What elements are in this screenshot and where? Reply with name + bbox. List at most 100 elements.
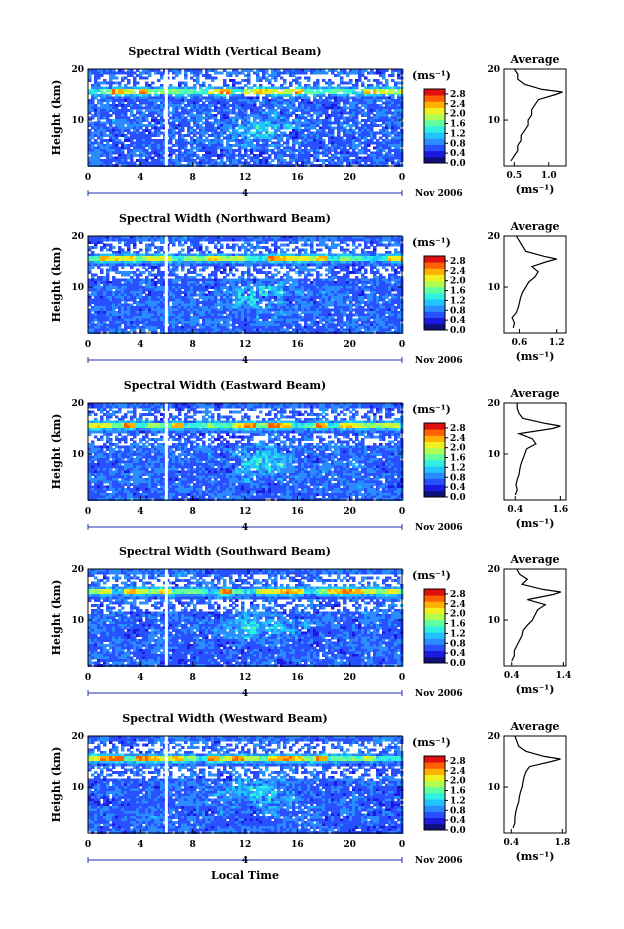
- heatmap-cell: [283, 131, 287, 135]
- heatmap-cell: [250, 156, 254, 160]
- heatmap-cell: [202, 149, 206, 152]
- heatmap-cell: [205, 116, 209, 120]
- heatmap-cell: [217, 134, 221, 137]
- heatmap-cell: [226, 288, 230, 292]
- heatmap-cell: [142, 321, 146, 324]
- heatmap-cell: [244, 124, 248, 127]
- heatmap-cell: [334, 144, 338, 147]
- heatmap-cell: [88, 271, 92, 274]
- heatmap-cell: [397, 69, 401, 72]
- heatmap-cell: [88, 311, 92, 314]
- heatmap-cell: [97, 134, 101, 137]
- heatmap-cell: [256, 131, 260, 135]
- heatmap-cell: [310, 144, 314, 147]
- heatmap-cell: [151, 96, 155, 100]
- heatmap-cell: [100, 291, 104, 294]
- heatmap-cell: [163, 159, 167, 162]
- heatmap-cell: [334, 86, 338, 90]
- heatmap-cell: [118, 111, 122, 115]
- heatmap-cell: [205, 296, 209, 299]
- heatmap-cell: [316, 94, 320, 97]
- heatmap-cell: [307, 154, 311, 157]
- heatmap-cell: [256, 96, 260, 100]
- heatmap-cell: [193, 129, 197, 132]
- heatmap-cell: [349, 96, 353, 100]
- heatmap-cell: [187, 129, 191, 132]
- heatmap-cell: [199, 111, 203, 115]
- heatmap-cell: [379, 109, 383, 112]
- heatmap-cell: [91, 331, 95, 334]
- heatmap-cell: [133, 121, 137, 125]
- heatmap-cell: [316, 146, 320, 150]
- heatmap-cell: [106, 161, 110, 165]
- heatmap-cell: [232, 266, 236, 269]
- heatmap-cell: [355, 151, 359, 155]
- heatmap-cell: [190, 283, 194, 287]
- heatmap-cell: [211, 86, 215, 90]
- heatmap-cell: [244, 308, 248, 312]
- heatmap-cell: [97, 144, 101, 147]
- heatmap-cell: [277, 144, 281, 147]
- heatmap-cell: [349, 111, 353, 115]
- heatmap-cell: [202, 139, 206, 142]
- heatmap-cell: [265, 136, 269, 140]
- heatmap-cell: [169, 296, 173, 299]
- heatmap-cell: [196, 256, 200, 259]
- heatmap-cell: [190, 271, 194, 274]
- panel-1-colorbar-tick-label: 2.0: [450, 110, 466, 120]
- heatmap-cell: [304, 121, 308, 125]
- heatmap-cell: [376, 131, 380, 135]
- heatmap-cell: [142, 134, 146, 137]
- heatmap-cell: [220, 303, 224, 307]
- heatmap-cell: [106, 303, 110, 307]
- heatmap-cell: [385, 151, 389, 155]
- heatmap-cell: [118, 241, 122, 244]
- heatmap-cell: [94, 236, 98, 239]
- heatmap-cell: [121, 106, 125, 110]
- heatmap-cell: [175, 109, 179, 112]
- heatmap-cell: [364, 101, 368, 105]
- heatmap-cell: [313, 96, 317, 100]
- heatmap-cell: [220, 278, 224, 282]
- heatmap-cell: [115, 321, 119, 324]
- heatmap-cell: [127, 316, 131, 319]
- heatmap-cell: [160, 159, 164, 162]
- heatmap-cell: [391, 121, 395, 125]
- heatmap-cell: [235, 326, 239, 329]
- heatmap-cell: [124, 306, 128, 309]
- heatmap-cell: [178, 89, 182, 92]
- heatmap-cell: [298, 84, 302, 87]
- heatmap-cell: [376, 104, 380, 107]
- panel-1-colorbar-unit: (ms⁻¹): [412, 69, 451, 82]
- heatmap-cell: [364, 161, 368, 165]
- heatmap-cell: [370, 119, 374, 122]
- heatmap-cell: [142, 149, 146, 152]
- heatmap-cell: [157, 321, 161, 324]
- heatmap-cell: [322, 121, 326, 125]
- heatmap-cell: [136, 268, 140, 272]
- heatmap-cell: [184, 121, 188, 125]
- heatmap-cell: [262, 121, 266, 125]
- heatmap-cell: [325, 164, 329, 167]
- heatmap-cell: [340, 81, 344, 85]
- heatmap-cell: [370, 106, 374, 110]
- heatmap-cell: [136, 303, 140, 307]
- heatmap-cell: [148, 303, 152, 307]
- heatmap-cell: [211, 316, 215, 319]
- heatmap-cell: [109, 266, 113, 269]
- heatmap-cell: [346, 99, 350, 102]
- heatmap-cell: [103, 159, 107, 162]
- heatmap-cell: [178, 236, 182, 239]
- heatmap-cell: [241, 121, 245, 125]
- heatmap-cell: [229, 291, 233, 294]
- heatmap-cell: [364, 111, 368, 115]
- heatmap-cell: [94, 286, 98, 289]
- heatmap-cell: [394, 164, 398, 167]
- heatmap-cell: [235, 316, 239, 319]
- heatmap-cell: [160, 293, 164, 297]
- heatmap-cell: [94, 86, 98, 90]
- heatmap-cell: [199, 258, 203, 262]
- heatmap-cell: [160, 278, 164, 282]
- heatmap-cell: [325, 81, 329, 85]
- heatmap-cell: [316, 71, 320, 75]
